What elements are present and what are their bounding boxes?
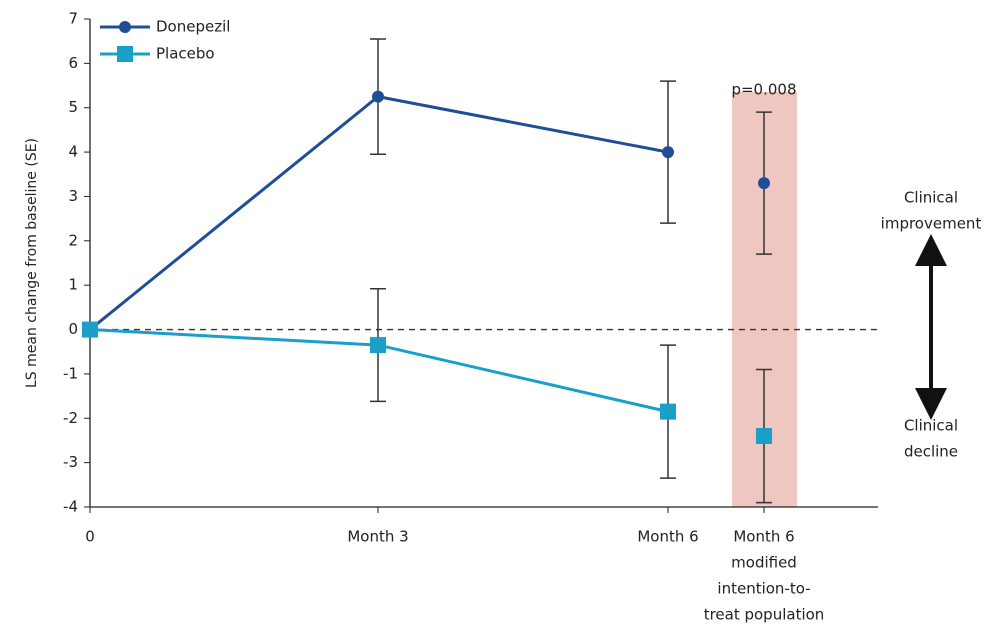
y-tick-label: 4 <box>68 143 78 161</box>
annotation: Clinical <box>904 417 958 435</box>
data-point <box>662 146 674 159</box>
y-tick-label: -2 <box>63 409 78 427</box>
y-tick-label: -4 <box>63 498 78 516</box>
x-tick-label: Month 3 <box>347 528 408 546</box>
x-tick-label: intention-to- <box>717 580 810 598</box>
y-tick-label: 5 <box>68 98 78 116</box>
annotation: decline <box>904 443 958 461</box>
y-tick-label: 3 <box>68 187 78 205</box>
legend-label: Placebo <box>156 45 215 63</box>
y-tick-label: 6 <box>68 54 78 72</box>
y-tick-label: 7 <box>68 10 78 28</box>
y-tick-label: 0 <box>68 320 78 338</box>
legend-marker <box>117 46 133 62</box>
x-tick-label: modified <box>731 554 797 572</box>
legend-marker <box>119 21 131 33</box>
annotation: Clinical <box>904 189 958 207</box>
data-point <box>756 428 772 445</box>
data-point <box>82 321 98 338</box>
p-value: p=0.008 <box>731 81 796 99</box>
data-point <box>370 337 386 354</box>
y-tick-label: 1 <box>68 276 78 294</box>
data-point <box>660 403 676 420</box>
legend-label: Donepezil <box>156 18 230 36</box>
annotation: improvement <box>881 215 982 233</box>
x-tick-label: Month 6 <box>637 528 698 546</box>
series-line <box>89 95 669 331</box>
data-point <box>372 90 384 103</box>
x-tick-label: Month 6 <box>733 528 794 546</box>
y-tick-label: 2 <box>68 231 78 249</box>
y-tick-label: -3 <box>63 453 78 471</box>
x-tick-label: 0 <box>85 528 95 546</box>
data-point <box>758 177 770 190</box>
y-axis-label: LS mean change from baseline (SE) <box>24 138 40 388</box>
x-tick-label: treat population <box>704 606 825 624</box>
y-tick-label: -1 <box>63 364 78 382</box>
